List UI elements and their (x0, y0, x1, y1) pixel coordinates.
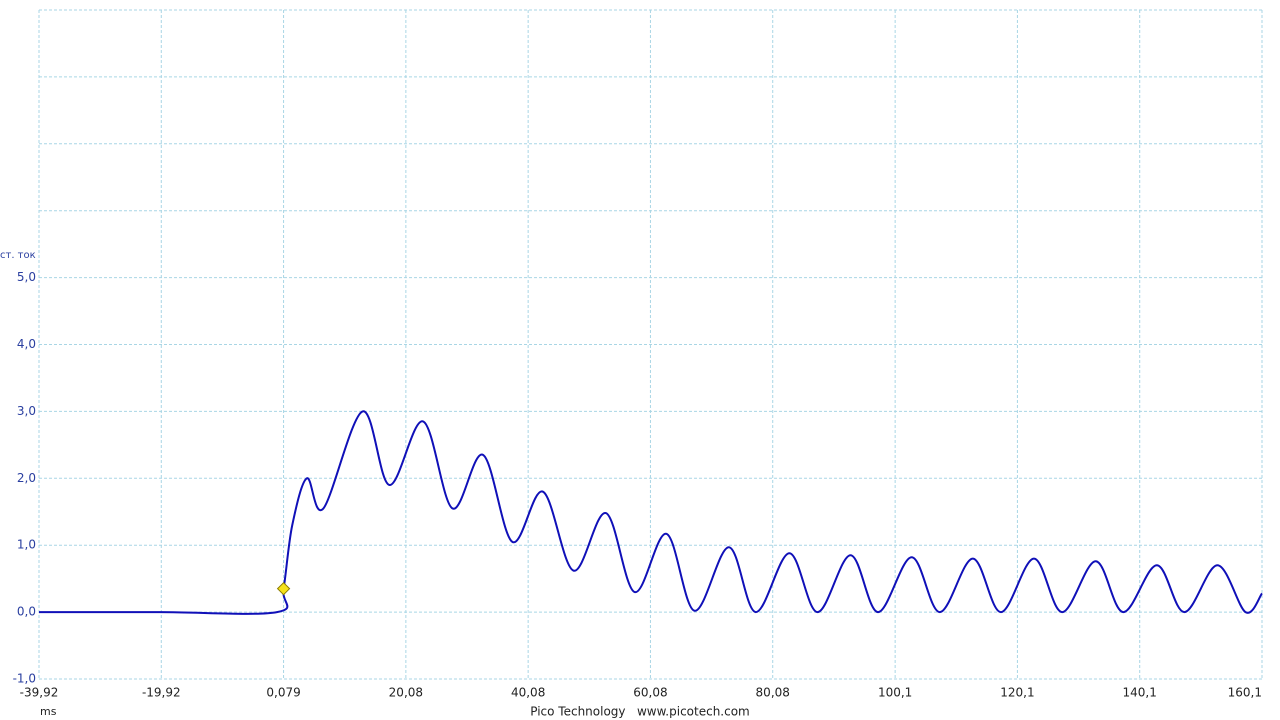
x-tick-label: 40,08 (511, 686, 545, 700)
x-tick-label: -39,92 (20, 686, 59, 700)
x-tick-label: 100,1 (878, 686, 912, 700)
x-tick-label: 140,1 (1123, 686, 1157, 700)
footer: Pico Technology www.picotech.com (530, 705, 750, 719)
x-tick-label: 160,1 (1228, 686, 1262, 700)
x-tick-label: 120,1 (1000, 686, 1034, 700)
x-tick-label: 60,08 (633, 686, 667, 700)
y-tick-label: 3,0 (17, 404, 36, 418)
y-tick-label: 4,0 (17, 337, 36, 351)
y-tick-label: 0,0 (17, 605, 36, 619)
x-tick-label: -19,92 (142, 686, 181, 700)
y-tick-label: -1,0 (13, 672, 36, 686)
y-tick-label: 5,0 (17, 270, 36, 284)
x-tick-label: 20,08 (389, 686, 423, 700)
trigger-marker (276, 581, 291, 596)
y-tick-label: 1,0 (17, 538, 36, 552)
y-tick-label: 2,0 (17, 471, 36, 485)
x-axis-label: ms (40, 705, 57, 718)
y-axis-label: ст. ток (0, 250, 36, 261)
x-tick-label: 0,079 (266, 686, 300, 700)
x-tick-label: 80,08 (756, 686, 790, 700)
signal-line (38, 410, 1263, 615)
